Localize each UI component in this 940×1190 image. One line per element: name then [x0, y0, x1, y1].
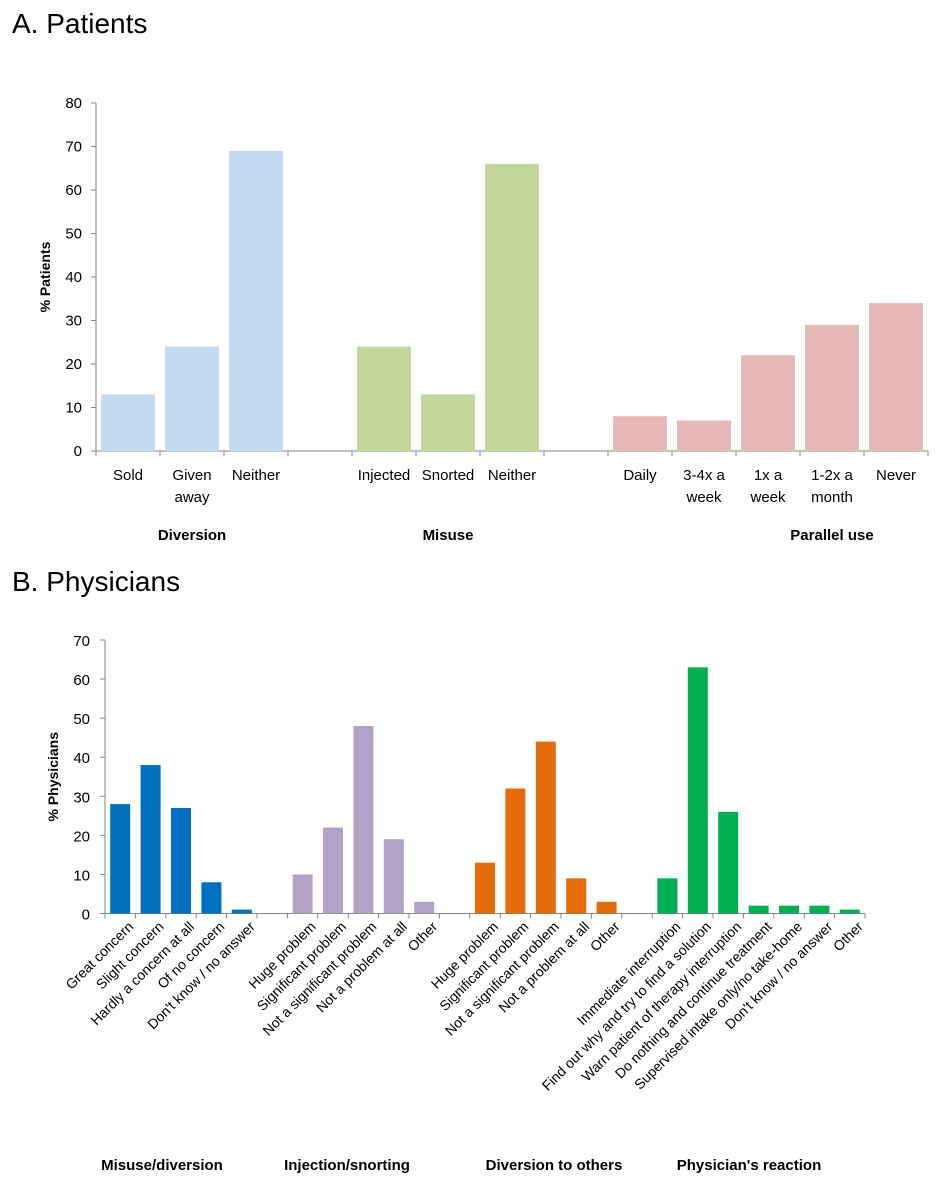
bar-injection-snorting: [414, 901, 435, 914]
bar-diversion-to-others: [475, 862, 495, 914]
y-tick-label: 40: [73, 750, 90, 767]
x-tick-label: 3-4x a: [683, 467, 725, 484]
y-axis-title: % Patients: [37, 241, 53, 312]
x-tick-label: Never: [876, 467, 916, 484]
x-tick-label: month: [811, 489, 853, 506]
group-label: Misuse: [423, 527, 474, 544]
bar-parallel-use: [741, 355, 795, 451]
patients-chart: 0 10 20 30 40 50 60 70 80 % Patients Sold Given away…: [37, 95, 929, 544]
x-tick-label: Other: [587, 918, 623, 954]
y-tick-label: 30: [73, 789, 90, 806]
y-tick-label: 10: [65, 400, 82, 417]
group-label: Diversion: [158, 527, 226, 544]
y-tick-label: 0: [82, 907, 90, 924]
y-tick-label: 20: [73, 828, 90, 845]
y-tick-label: 40: [65, 269, 82, 286]
bar-diversion-to-others: [566, 878, 587, 914]
bar-misuse-diversion: [110, 804, 131, 914]
bar-diversion: [229, 150, 283, 451]
y-tick-label: 70: [65, 139, 82, 156]
bar-diversion-to-others: [596, 901, 617, 914]
bar-misuse-diversion: [140, 765, 161, 914]
x-tick-label: 1x a: [754, 467, 783, 484]
x-tick-label: Neither: [232, 467, 280, 484]
bar-diversion: [165, 346, 219, 451]
bar-parallel-use: [677, 420, 731, 451]
bar-misuse: [421, 394, 475, 451]
y-tick-label: 70: [73, 633, 90, 650]
y-tick-label: 60: [65, 182, 82, 199]
x-tick-label: Sold: [113, 467, 143, 484]
x-tick-label: Daily: [623, 467, 657, 484]
x-tick-label: Neither: [488, 467, 536, 484]
y-tick-label: 50: [65, 226, 82, 243]
group-label: Parallel use: [790, 527, 873, 544]
panel-b-title: B. Physicians: [12, 566, 181, 597]
x-tick-label: Snorted: [422, 467, 475, 484]
bar-physician-s-reaction: [718, 811, 739, 914]
bar-diversion-to-others: [505, 788, 526, 914]
x-tick-label: week: [749, 489, 786, 506]
x-tick-label: Given: [172, 467, 211, 484]
y-tick-label: 30: [65, 313, 82, 330]
bar-diversion: [101, 394, 155, 451]
bar-parallel-use: [869, 303, 923, 451]
bar-physician-s-reaction: [687, 667, 708, 914]
y-tick-label: 50: [73, 711, 90, 728]
bar-misuse: [357, 346, 411, 451]
bar-diversion-to-others: [535, 741, 556, 914]
group-label: Physician's reaction: [677, 1157, 821, 1174]
bar-physician-s-reaction: [809, 905, 830, 914]
y-tick-label: 0: [74, 443, 82, 460]
y-tick-label: 10: [73, 867, 90, 884]
bar-misuse: [485, 163, 539, 451]
bar-injection-snorting: [383, 839, 404, 914]
panel-a-title: A. Patients: [12, 8, 148, 39]
bar-parallel-use: [613, 416, 667, 451]
x-tick-label: away: [174, 489, 210, 506]
bar-physician-s-reaction: [657, 878, 678, 914]
x-tick-label: 1-2x a: [811, 467, 853, 484]
x-tick-label: Other: [404, 918, 440, 954]
y-axis-title: % Physicians: [45, 732, 61, 822]
x-tick-label: Injected: [358, 467, 411, 484]
bar-misuse-diversion: [171, 808, 191, 914]
bar-physician-s-reaction: [748, 905, 769, 914]
bar-injection-snorting: [323, 827, 343, 914]
bar-injection-snorting: [292, 874, 313, 914]
group-label: Misuse/diversion: [101, 1157, 223, 1174]
group-label: Injection/snorting: [284, 1157, 410, 1174]
x-tick-label: week: [685, 489, 722, 506]
bar-misuse-diversion: [231, 909, 252, 914]
group-label: Diversion to others: [486, 1157, 623, 1174]
x-tick-label: Other: [830, 918, 866, 954]
bar-physician-s-reaction: [839, 909, 860, 914]
bar-parallel-use: [805, 324, 859, 451]
bar-misuse-diversion: [201, 882, 222, 914]
y-tick-label: 80: [65, 95, 82, 112]
y-tick-label: 60: [73, 672, 90, 689]
y-tick-label: 20: [65, 356, 82, 373]
bar-injection-snorting: [353, 725, 374, 914]
bar-physician-s-reaction: [779, 905, 799, 914]
